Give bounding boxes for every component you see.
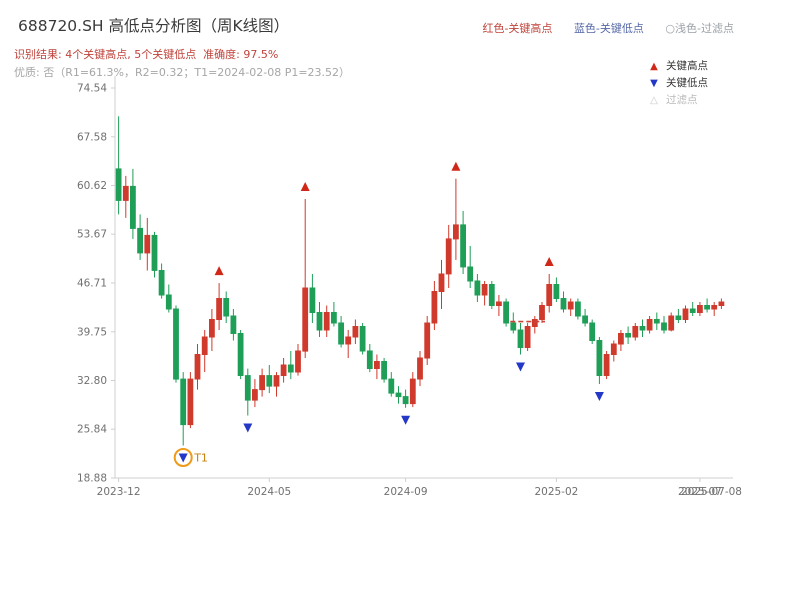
svg-text:2023-12: 2023-12 — [97, 486, 141, 498]
axes: 74.54 67.58 60.62 53.67 46.71 39.75 32.80 25.84… — [77, 76, 742, 498]
legend-label: 关键低点 — [666, 77, 708, 89]
svg-text:60.62: 60.62 — [77, 180, 107, 192]
top-legend-filtered: ○浅色-过滤点 — [665, 22, 734, 35]
legend-item-key-high: ▲ 关键高点 — [648, 58, 708, 75]
chart-legend: ▲ 关键高点 ▼ 关键低点 △ 过滤点 — [644, 56, 712, 111]
svg-text:2025-07: 2025-07 — [678, 486, 722, 498]
key-high-triangle-icon: ▲ — [650, 61, 658, 72]
svg-text:18.88: 18.88 — [77, 473, 107, 485]
recognition-result: 识别结果: 4个关键高点, 5个关键低点 准确度: 97.5% — [14, 48, 279, 61]
page-title: 688720.SH 高低点分析图（周K线图） — [18, 17, 290, 35]
svg-text:39.75: 39.75 — [77, 326, 107, 338]
key-low-markers — [178, 362, 604, 463]
top-legend-low: 蓝色-关键低点 — [573, 22, 644, 35]
filtered-triangle-icon: △ — [650, 95, 658, 106]
svg-text:74.54: 74.54 — [77, 83, 107, 95]
legend-label: 关键高点 — [666, 60, 708, 72]
t1-circle-marker — [173, 448, 193, 467]
svg-text:46.71: 46.71 — [77, 278, 107, 290]
svg-text:2025-02: 2025-02 — [534, 486, 578, 498]
end-date-label: 2025-07-08 — [681, 486, 742, 498]
key-low-triangle-icon: ▼ — [650, 78, 658, 89]
svg-text:53.67: 53.67 — [77, 229, 107, 241]
legend-label: 过滤点 — [666, 94, 698, 106]
svg-text:25.84: 25.84 — [77, 424, 107, 436]
legend-item-key-low: ▼ 关键低点 — [648, 75, 708, 92]
svg-text:67.58: 67.58 — [77, 131, 107, 143]
t1-label: T1 — [193, 452, 208, 465]
candles — [115, 116, 725, 446]
legend-item-filtered: △ 过滤点 — [648, 92, 708, 109]
svg-text:32.80: 32.80 — [77, 375, 107, 387]
svg-text:2024-05: 2024-05 — [247, 486, 291, 498]
svg-text:2024-09: 2024-09 — [384, 486, 428, 498]
top-legend: 红色-关键高点 蓝色-关键低点 ○浅色-过滤点 — [464, 20, 734, 36]
key-high-markers — [214, 161, 554, 276]
top-legend-high: 红色-关键高点 — [482, 22, 553, 35]
quality-line: 优质: 否（R1=61.3%，R2=0.32；T1=2024-02-08 P1=… — [14, 66, 351, 79]
